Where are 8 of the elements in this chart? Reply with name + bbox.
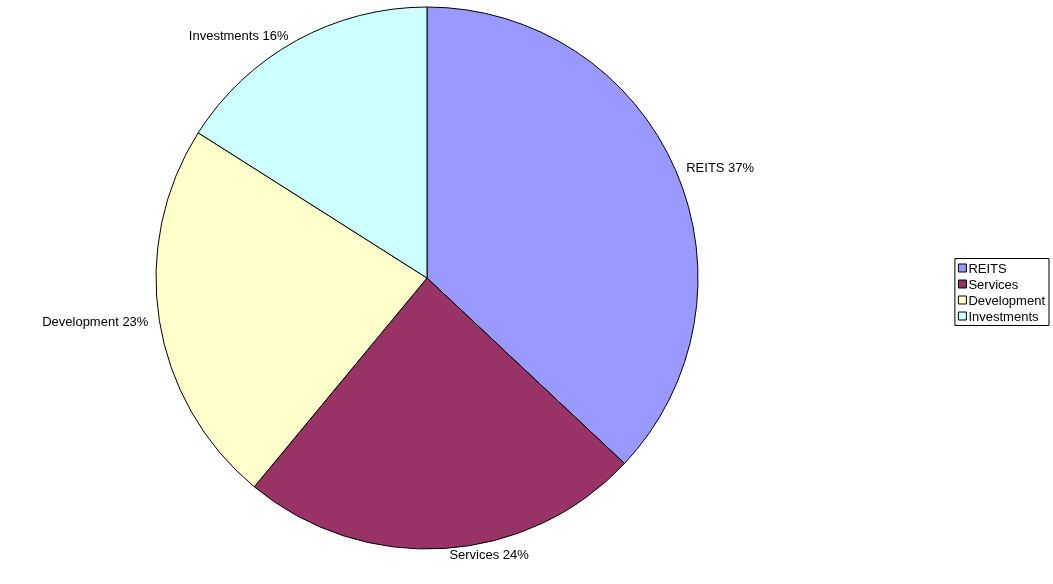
legend-label: Investments xyxy=(968,308,1039,324)
category-label: Development 23% xyxy=(42,313,149,329)
category-label: REITS 37% xyxy=(686,160,755,176)
legend-label: REITS xyxy=(968,260,1008,276)
legend-label: Development xyxy=(968,292,1046,308)
category-label: Investments 16% xyxy=(188,27,289,43)
category-label: Services 24% xyxy=(449,546,529,562)
legend-label: Services xyxy=(968,276,1019,292)
